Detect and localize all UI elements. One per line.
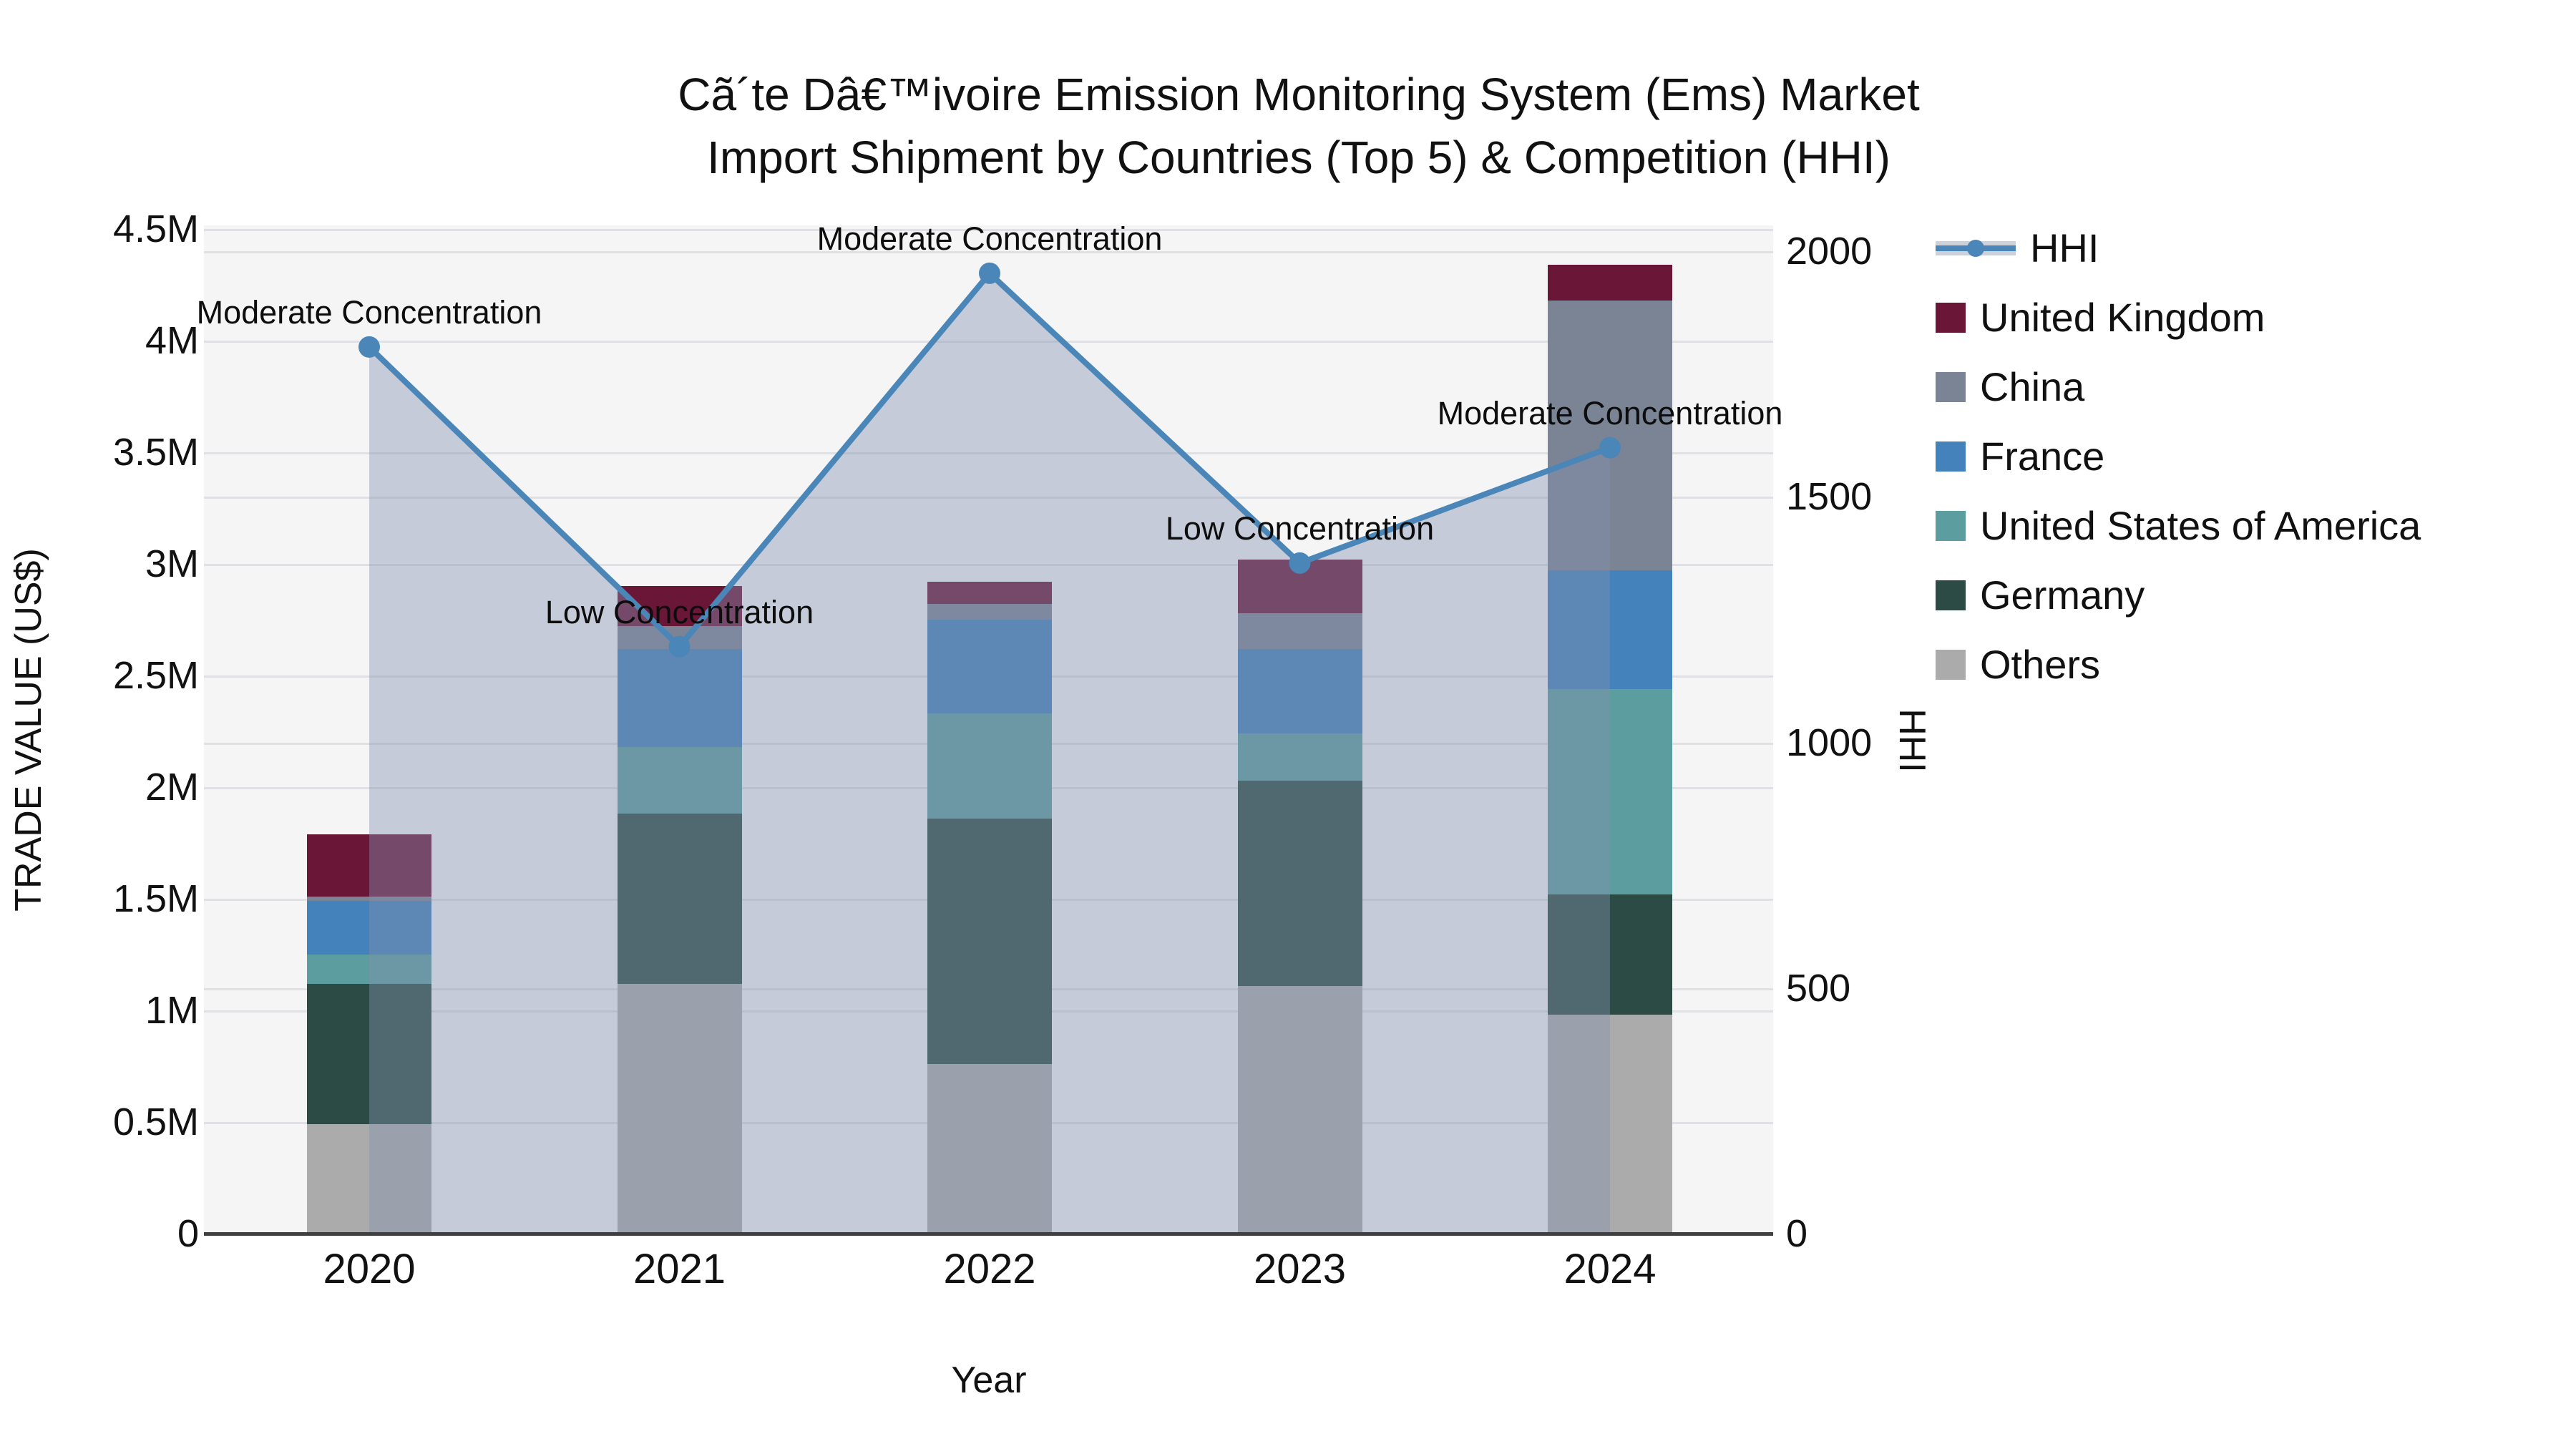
bar-2023-france <box>1237 648 1362 734</box>
legend-item-germany: Germany <box>1936 575 2421 616</box>
ytick-trade-4.5M: 4.5M <box>112 208 199 250</box>
gridline-trade-4.5M <box>204 229 1773 231</box>
bar-2020-others <box>307 1124 431 1234</box>
hhi-point-2020 <box>358 336 380 358</box>
bar-2021-germany <box>617 814 742 984</box>
gridline-hhi-1500 <box>204 497 1773 499</box>
left-axis-title: TRADE VALUE (US$) <box>8 548 49 912</box>
bar-2022-germany <box>927 818 1052 1064</box>
legend-item-france: France <box>1936 436 2421 477</box>
ytick-trade-3M: 3M <box>145 542 199 585</box>
bar-2021-united-states-of-america <box>617 746 742 814</box>
hhi-overlay <box>358 262 1621 1234</box>
x-axis-line <box>204 1232 1773 1236</box>
ytick-trade-1.5M: 1.5M <box>112 877 199 920</box>
bar-2022-china <box>927 604 1052 620</box>
hhi-dot-icon <box>1967 240 1984 257</box>
plot-area <box>204 225 1773 1234</box>
xtick-2023: 2023 <box>1253 1246 1347 1292</box>
france-swatch-icon <box>1936 441 1966 472</box>
china-swatch-icon <box>1936 372 1966 402</box>
united-kingdom-swatch-icon <box>1936 303 1966 333</box>
xtick-2024: 2024 <box>1563 1246 1657 1292</box>
hhi-point-2022 <box>979 262 1000 284</box>
bar-2022-united-states-of-america <box>927 713 1052 819</box>
xtick-2021: 2021 <box>633 1246 726 1292</box>
ytick-hhi-1500: 1500 <box>1786 475 1873 519</box>
bar-2022-others <box>927 1063 1052 1234</box>
bar-2021-france <box>617 648 742 747</box>
legend-label: United States of America <box>1980 503 2421 548</box>
ytick-trade-0: 0 <box>177 1212 199 1255</box>
legend-item-others: Others <box>1936 644 2421 686</box>
bar-2020-united-states-of-america <box>307 955 431 984</box>
legend-item-hhi: HHI <box>1936 228 2421 269</box>
bar-2024-united-kingdom <box>1548 264 1672 301</box>
hhi-point-2021 <box>668 635 691 658</box>
hhi-area-fill <box>369 273 1610 1234</box>
hhi-point-2023 <box>1289 552 1311 574</box>
annotation-2021: Low Concentration <box>545 593 814 630</box>
xtick-2022: 2022 <box>943 1246 1036 1292</box>
usa-swatch-icon <box>1936 511 1966 541</box>
legend-label: Others <box>1980 642 2101 687</box>
right-axis-title: HHI <box>1891 708 1933 773</box>
bar-2023-united-states-of-america <box>1237 733 1362 781</box>
bar-2020-united-kingdom <box>307 834 431 897</box>
bar-2024-united-states-of-america <box>1548 688 1672 894</box>
chart-title: Cã´te Dâ€™ivoire Emission Monitoring Sys… <box>678 63 1920 189</box>
gridline-trade-3.5M <box>204 452 1773 454</box>
chart-title-line1: Cã´te Dâ€™ivoire Emission Monitoring Sys… <box>678 69 1920 120</box>
bar-2023-china <box>1237 613 1362 649</box>
annotation-2024: Moderate Concentration <box>1437 394 1783 431</box>
ytick-hhi-1000: 1000 <box>1786 721 1873 764</box>
ytick-hhi-500: 500 <box>1786 966 1851 1010</box>
germany-swatch-icon <box>1936 580 1966 610</box>
annotation-2023: Low Concentration <box>1165 509 1435 547</box>
annotation-2020: Moderate Concentration <box>196 293 542 331</box>
legend-label: HHI <box>2030 225 2099 270</box>
legend-label: Germany <box>1980 572 2145 618</box>
hhi-line-swatch-icon <box>1936 233 2016 263</box>
bar-2020-france <box>307 901 431 955</box>
ytick-trade-2M: 2M <box>145 766 199 809</box>
bar-2020-germany <box>307 983 431 1125</box>
ytick-trade-0.5M: 0.5M <box>112 1101 199 1143</box>
legend-label: France <box>1980 434 2105 479</box>
x-axis-title: Year <box>951 1360 1027 1401</box>
legend-label: China <box>1980 364 2085 409</box>
bar-2024-others <box>1548 1015 1672 1234</box>
others-swatch-icon <box>1936 650 1966 680</box>
ytick-trade-1M: 1M <box>145 989 199 1032</box>
bar-2024-france <box>1548 570 1672 689</box>
legend-item-china: China <box>1936 366 2421 408</box>
bar-2022-united-kingdom <box>927 581 1052 605</box>
ytick-hhi-2000: 2000 <box>1786 230 1873 273</box>
hhi-point-2024 <box>1599 436 1621 459</box>
legend-label: United Kingdom <box>1980 295 2265 340</box>
bar-2023-others <box>1237 985 1362 1234</box>
ytick-hhi-0: 0 <box>1786 1212 1808 1255</box>
bar-2024-china <box>1548 300 1672 571</box>
xtick-2020: 2020 <box>323 1246 416 1292</box>
ytick-trade-2.5M: 2.5M <box>112 654 199 697</box>
gridline-hhi-2000 <box>204 251 1773 253</box>
ytick-trade-4M: 4M <box>145 319 199 362</box>
gridline-trade-4M <box>204 341 1773 343</box>
bar-2023-germany <box>1237 780 1362 986</box>
legend-item-usa: United States of America <box>1936 505 2421 547</box>
bar-2024-germany <box>1548 894 1672 1015</box>
ytick-trade-3.5M: 3.5M <box>112 431 199 474</box>
legend-item-united-kingdom: United Kingdom <box>1936 297 2421 338</box>
gridline-trade-3M <box>204 564 1773 566</box>
bar-2022-france <box>927 620 1052 714</box>
annotation-2022: Moderate Concentration <box>816 220 1163 257</box>
bar-2021-others <box>617 983 742 1234</box>
chart-title-line2: Import Shipment by Countries (Top 5) & C… <box>707 132 1890 183</box>
legend: HHI United Kingdom China France United S… <box>1936 228 2421 686</box>
bar-2020-china <box>307 896 431 902</box>
